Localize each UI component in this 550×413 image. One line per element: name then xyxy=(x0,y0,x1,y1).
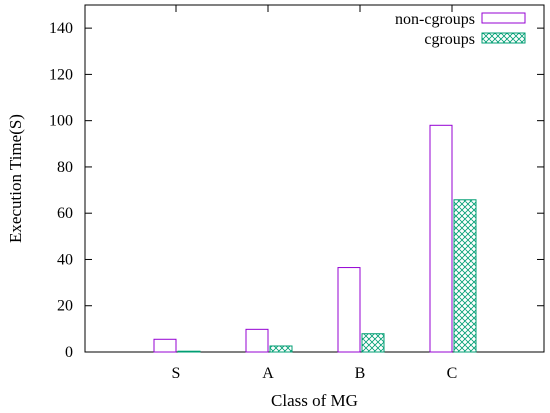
bar-cgroups-S xyxy=(177,350,201,353)
y-axis-ticks: 0 20 40 60 80 100 120 140 xyxy=(49,20,544,361)
y-tick-label: 100 xyxy=(49,113,73,130)
bar-cgroups-C xyxy=(453,199,477,353)
y-tick-label: 140 xyxy=(49,20,73,37)
bar-non-cgroups-B xyxy=(337,267,361,353)
y-tick-label: 60 xyxy=(57,205,73,222)
y-tick-label: 80 xyxy=(57,159,73,176)
plot-frame xyxy=(84,4,545,353)
y-axis-label: Execution Time(S) xyxy=(6,114,25,243)
x-tick-label: S xyxy=(172,365,181,382)
y-tick-label: 40 xyxy=(57,251,73,268)
y-tick-label: 20 xyxy=(57,298,73,315)
bar-cgroups-B xyxy=(361,333,385,353)
legend-swatch-cgroups xyxy=(481,32,526,44)
legend: non-cgroups cgroups xyxy=(395,11,526,48)
bar-cgroups-A xyxy=(269,345,293,353)
x-tick-label: C xyxy=(447,365,458,382)
legend-label-cgroups: cgroups xyxy=(424,31,475,48)
legend-swatch-non-cgroups xyxy=(481,12,526,24)
bar-non-cgroups-C xyxy=(429,124,453,353)
bars xyxy=(153,124,477,353)
x-tick-label: B xyxy=(355,365,366,382)
x-tick-label: A xyxy=(262,365,274,382)
bar-non-cgroups-S xyxy=(153,338,177,353)
bar-non-cgroups-A xyxy=(245,328,269,353)
y-tick-label: 0 xyxy=(65,344,73,361)
legend-label-non-cgroups: non-cgroups xyxy=(395,11,475,28)
y-tick-label: 120 xyxy=(49,66,73,83)
x-axis-label: Class of MG xyxy=(271,391,358,410)
